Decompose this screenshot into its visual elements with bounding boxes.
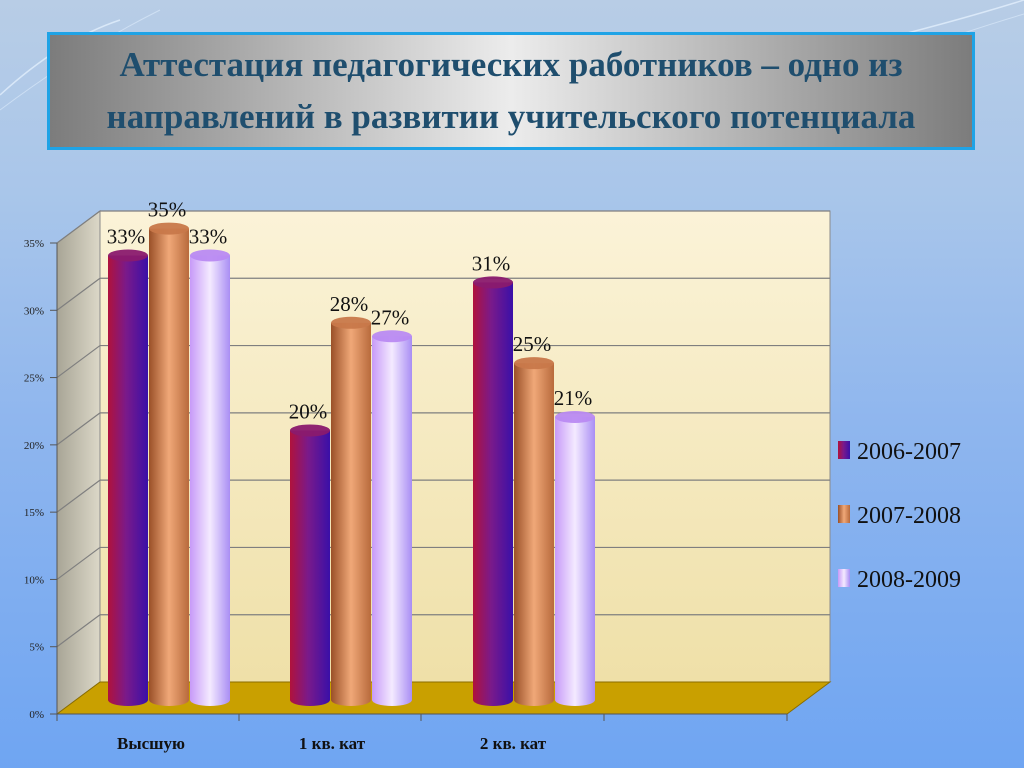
y-tick-label: 20% — [24, 440, 44, 452]
bar: 27% — [371, 305, 412, 706]
bar: 28% — [330, 292, 371, 706]
slide-title: Аттестация педагогических работников – о… — [106, 45, 916, 136]
chart-bars: 33%35%33% 20% 28%27% 31% 25% 21% — [107, 198, 595, 706]
gridline-side — [56, 614, 101, 648]
y-tick-label: 5% — [29, 642, 44, 654]
x-category-label: 2 кв. кат — [480, 734, 547, 753]
chart-side-wall — [56, 210, 101, 715]
bar-body — [372, 336, 412, 700]
bar: 35% — [148, 198, 189, 706]
data-label: 35% — [148, 198, 187, 222]
bar-base — [149, 694, 189, 706]
bar-body — [190, 255, 230, 700]
y-tick-label: 15% — [24, 507, 44, 519]
bar-base — [372, 694, 412, 706]
slide-title-box: Аттестация педагогических работников – о… — [47, 32, 975, 150]
bar-body — [555, 417, 595, 700]
bar: 20% — [289, 399, 330, 706]
data-label: 28% — [330, 292, 369, 316]
legend-swatch — [838, 505, 850, 523]
bar-body — [149, 228, 189, 700]
bar-body — [290, 430, 330, 700]
bar-base — [190, 694, 230, 706]
bar: 25% — [513, 332, 554, 706]
bar: 31% — [472, 251, 513, 706]
data-label: 21% — [554, 386, 593, 410]
data-label: 33% — [107, 225, 146, 249]
x-axis-categories: Высшую 1 кв. кат 2 кв. кат — [56, 714, 788, 753]
bar-top — [473, 276, 513, 289]
legend-label: 2007-2008 — [857, 503, 961, 529]
bar-body — [331, 322, 371, 700]
bar-body — [473, 282, 513, 700]
data-label: 33% — [189, 225, 228, 249]
gridline-side — [56, 345, 101, 379]
chart-legend: 2006-2007 2007-2008 2008-2009 — [838, 439, 961, 593]
y-tick-label: 30% — [24, 305, 44, 317]
bar-top — [108, 249, 148, 262]
y-tick-label: 0% — [29, 709, 44, 721]
y-tick-label: 35% — [24, 238, 44, 250]
x-category-label: Высшую — [117, 734, 185, 753]
bar-top — [290, 424, 330, 437]
bar-base — [514, 694, 554, 706]
gridline-side — [56, 546, 101, 580]
y-axis-ticks: 0% 5% 10% 15% 20% 25% 30% 35% — [24, 238, 787, 721]
y-tick-label: 10% — [24, 574, 44, 586]
data-label: 31% — [472, 251, 511, 275]
bar-top — [514, 357, 554, 370]
x-category-label: 1 кв. кат — [299, 734, 366, 753]
bar-base — [108, 694, 148, 706]
y-tick-label: 25% — [24, 373, 44, 385]
bar-base — [290, 694, 330, 706]
legend-label: 2008-2009 — [857, 567, 961, 593]
bar-body — [108, 255, 148, 700]
bar-top — [372, 330, 412, 343]
gridline-side — [56, 277, 101, 311]
bar-top — [555, 411, 595, 423]
bar-top — [190, 249, 230, 262]
legend-label: 2006-2007 — [857, 439, 961, 465]
bar-base — [331, 694, 371, 706]
bar-base — [555, 694, 595, 706]
bar-base — [473, 694, 513, 706]
legend-swatch — [838, 569, 850, 587]
data-label: 20% — [289, 399, 328, 423]
bar: 21% — [554, 386, 595, 706]
legend-swatch — [838, 441, 850, 459]
data-label: 25% — [513, 332, 552, 356]
bar: 33% — [189, 225, 230, 706]
bar: 33% — [107, 225, 148, 706]
data-label: 27% — [371, 305, 410, 329]
gridline-side — [56, 210, 101, 244]
bar-top — [331, 316, 371, 329]
bar-top — [149, 222, 189, 235]
gridline-side — [56, 412, 101, 446]
bar-body — [514, 363, 554, 700]
gridline-side — [56, 479, 101, 513]
